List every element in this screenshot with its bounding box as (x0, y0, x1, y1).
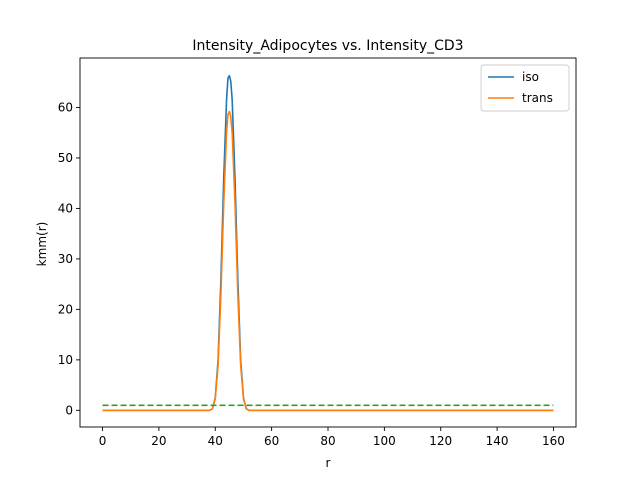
y-tick-label: 50 (58, 151, 73, 165)
y-tick-label: 10 (58, 353, 73, 367)
y-tick-label: 20 (58, 302, 73, 316)
x-tick-label: 0 (99, 434, 107, 448)
x-tick-label: 160 (542, 434, 565, 448)
y-axis-label: kmm(r) (35, 222, 49, 267)
x-tick-label: 60 (264, 434, 279, 448)
x-tick-label: 140 (486, 434, 509, 448)
x-tick-label: 120 (429, 434, 452, 448)
x-tick-label: 80 (320, 434, 335, 448)
legend-label-trans: trans (522, 91, 553, 105)
x-axis-label: r (326, 456, 331, 470)
y-tick-label: 0 (65, 403, 73, 417)
chart-title: Intensity_Adipocytes vs. Intensity_CD3 (192, 38, 463, 54)
x-tick-label: 100 (373, 434, 396, 448)
y-tick-label: 40 (58, 201, 73, 215)
y-tick-label: 60 (58, 100, 73, 114)
y-tick-label: 30 (58, 252, 73, 266)
x-tick-label: 40 (208, 434, 223, 448)
legend: iso trans (480, 64, 570, 112)
x-tick-label: 20 (151, 434, 166, 448)
series-line-trans (102, 110, 554, 412)
plot-area: 0 20 40 60 80 100 120 140 160 0 10 20 30 40 50 60 (58, 57, 577, 448)
legend-label-iso: iso (522, 70, 539, 84)
